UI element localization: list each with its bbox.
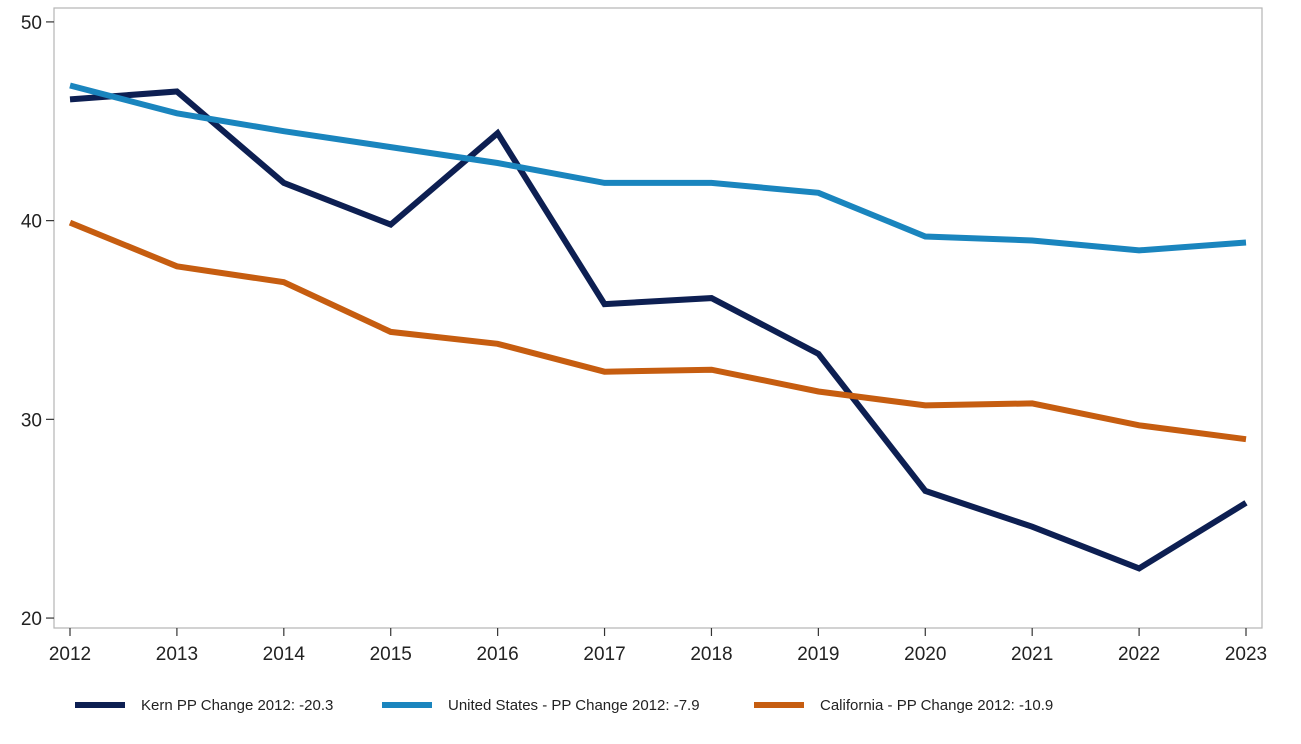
- x-tick-label: 2016: [476, 644, 518, 665]
- x-tick-label: 2021: [1011, 644, 1053, 665]
- legend-label-california: California - PP Change 2012: -10.9: [820, 696, 1054, 714]
- y-tick-label: 20: [21, 609, 42, 630]
- x-tick-label: 2020: [904, 644, 946, 665]
- legend: Kern PP Change 2012: -20.3 United States…: [0, 690, 1301, 720]
- x-tick-label: 2023: [1225, 644, 1267, 665]
- y-tick-label: 40: [21, 212, 42, 233]
- x-tick-label: 2017: [583, 644, 625, 665]
- series-layer: [68, 82, 1248, 572]
- x-axis: 2012 2013 2014 2015 2016 2017 2018 2019 2020 2021…: [49, 628, 1267, 665]
- legend-item-california: California - PP Change 2012: -10.9: [754, 690, 1053, 720]
- y-tick-label: 50: [21, 13, 42, 34]
- legend-label-kern: Kern PP Change 2012: -20.3: [141, 696, 334, 714]
- plot-frame: [53, 7, 1263, 629]
- y-axis: 20 30 40 50: [21, 13, 54, 630]
- series-line-kern: [69, 88, 1248, 572]
- x-tick-label: 2019: [797, 644, 839, 665]
- legend-label-united-states: United States - PP Change 2012: -7.9: [448, 696, 700, 714]
- x-tick-label: 2022: [1118, 644, 1160, 665]
- series-line-united-states: [69, 82, 1247, 254]
- legend-swatch-united-states: [382, 702, 432, 708]
- series-line-california: [68, 219, 1247, 443]
- legend-item-united-states: United States - PP Change 2012: -7.9: [382, 690, 700, 720]
- x-tick-label: 2013: [156, 644, 198, 665]
- y-tick-label: 30: [21, 410, 42, 431]
- legend-swatch-kern: [75, 702, 125, 708]
- x-tick-label: 2012: [49, 644, 91, 665]
- x-tick-label: 2014: [263, 644, 306, 665]
- x-tick-label: 2018: [690, 644, 732, 665]
- x-tick-label: 2015: [370, 644, 412, 665]
- legend-swatch-california: [754, 702, 804, 708]
- legend-item-kern: Kern PP Change 2012: -20.3: [75, 690, 333, 720]
